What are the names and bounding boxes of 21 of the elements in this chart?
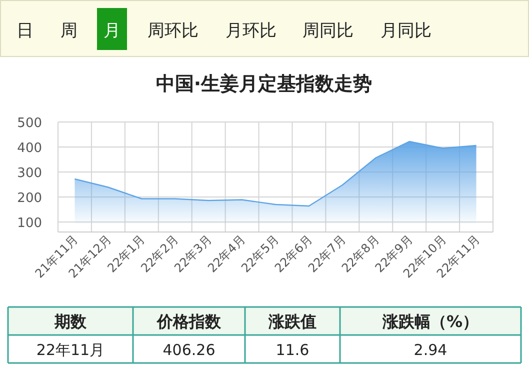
text: 涨跌值 — [268, 312, 316, 331]
text: 月 — [104, 21, 120, 41]
text: 月环比 — [226, 21, 276, 41]
y-tick-label: 200 — [17, 191, 42, 206]
chart-title: 中国·生姜月定基指数走势 — [156, 73, 372, 95]
text: 期数 — [54, 312, 88, 331]
text: 周 — [60, 21, 78, 41]
text: 月同比 — [380, 21, 432, 41]
y-tick-label: 500 — [17, 116, 42, 131]
text: 周同比 — [302, 21, 354, 41]
text: 涨跌幅（%） — [381, 312, 479, 331]
text: 406.26 — [162, 341, 216, 359]
y-tick-label: 100 — [17, 216, 42, 231]
text: 11.6 — [276, 341, 310, 359]
text: 22年11月 — [36, 341, 105, 359]
text: 价格指数 — [156, 312, 222, 331]
text: 周环比 — [148, 21, 198, 41]
text: 日 — [16, 21, 34, 41]
text: 2.94 — [414, 341, 448, 359]
y-tick-label: 300 — [17, 166, 42, 181]
y-tick-label: 400 — [17, 141, 42, 156]
